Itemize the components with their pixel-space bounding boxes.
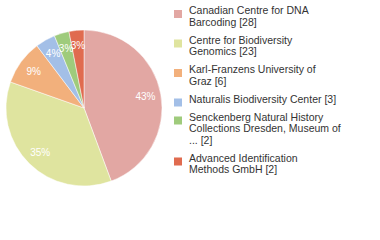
legend-label-line: Genomics [23] <box>189 45 257 57</box>
data-label: 43% <box>135 91 155 102</box>
legend-label: Canadian Centre for DNABarcoding [28] <box>189 4 309 28</box>
legend-swatch <box>174 99 182 107</box>
legend-label: Karl-Franzens University ofGraz [6] <box>189 63 316 87</box>
legend-label-line: Collections Dresden, Museum of <box>189 122 341 134</box>
legend-label-line: Methods GmbH [2] <box>189 163 277 175</box>
pie <box>6 30 162 186</box>
chart: 43%35%9%4%3%3%Canadian Centre for DNABar… <box>0 0 380 240</box>
legend-label-line: ... [2] <box>189 134 212 146</box>
legend-label: Advanced IdentificationMethods GmbH [2] <box>189 152 298 176</box>
data-label: 3% <box>71 40 86 51</box>
legend: Canadian Centre for DNABarcoding [28] Cen… <box>174 4 341 175</box>
legend-label-line: Graz [6] <box>189 75 226 87</box>
legend-label: Naturalis Biodiversity Center [3] <box>189 93 336 105</box>
legend-label-line: Naturalis Biodiversity Center [3] <box>189 93 336 105</box>
legend-label-line: Canadian Centre for DNA <box>189 4 309 16</box>
legend-swatch <box>174 69 182 77</box>
legend-label-line: Karl-Franzens University of <box>189 63 316 75</box>
legend-swatch <box>174 117 182 125</box>
legend-label-line: Advanced Identification <box>189 152 298 164</box>
legend-swatch <box>174 10 182 18</box>
data-label: 35% <box>30 147 50 158</box>
legend-label: Senckenberg Natural HistoryCollections D… <box>189 111 341 146</box>
legend-swatch <box>174 158 182 166</box>
data-labels: 43%35%9%4%3%3% <box>26 40 155 158</box>
legend-label-line: Barcoding [28] <box>189 16 257 28</box>
legend-swatch <box>174 40 182 48</box>
data-label: 9% <box>26 66 41 77</box>
legend-label-line: Centre for Biodiversity <box>189 34 293 46</box>
legend-label: Centre for BiodiversityGenomics [23] <box>189 34 293 58</box>
legend-label-line: Senckenberg Natural History <box>189 111 324 123</box>
